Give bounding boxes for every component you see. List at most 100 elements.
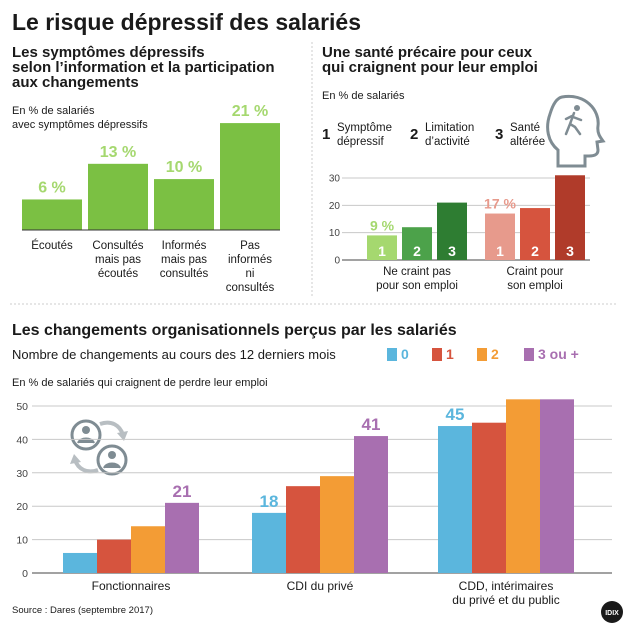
chart3-bar [63,552,97,573]
chart1-title-line: aux changements [12,74,139,91]
chart3-bar [438,426,472,573]
chart3-ytick-label: 50 [16,401,28,413]
chart3-bar [165,502,199,573]
chart2-group-label: son emploi [507,280,563,292]
chart3-ytick-label: 10 [16,535,28,547]
chart2-ytick-label: 0 [334,256,340,267]
chart1-category-label: Écoutés [31,239,73,252]
chart3-legend-label: 3 ou + [538,346,579,362]
chart3-bar [97,539,131,573]
chart3-data-label: 45 [446,405,465,424]
chart1-data-label: 13 % [100,144,136,161]
chart2-bar-number: 1 [496,243,504,259]
chart1-ylabel-line: En % de salariés [12,105,95,117]
chart2-group-label: Ne craint pas [383,266,451,278]
chart3-legend-label: 0 [401,346,409,362]
chart3-bar [540,399,574,573]
chart2-legend-text: altérée [510,136,545,148]
chart1-bar [88,163,148,230]
chart3-legend-swatch [524,348,534,361]
chart3-title: Les changements organisationnels perçus … [12,322,457,339]
chart2-bar [402,227,432,260]
publisher-logo: IDIX [601,601,623,623]
chart2-data-label: 17 % [484,196,516,212]
chart2-legend-number: 3 [495,126,503,143]
chart1-bar [22,199,82,230]
source-text: Source : Dares (septembre 2017) [12,605,153,616]
chart3-category-label: CDI du privé [287,579,354,593]
chart3-legend-swatch [432,348,442,361]
chart3-legend-label: 1 [446,346,454,362]
chart2-group-label: pour son emploi [376,280,458,292]
chart2-bar [437,202,467,260]
chart2-bar-number: 2 [413,243,421,259]
chart1-data-label: 21 % [232,103,268,120]
chart1-bar [220,123,280,230]
chart3-data-label: 21 [173,482,192,501]
chart3-subtitle: Nombre de changements au cours des 12 de… [12,347,336,362]
chart2-ytick-label: 10 [329,228,341,239]
people-exchange-icon [70,419,128,476]
chart-organisational-changes: Les changements organisationnels perçus … [12,322,612,607]
chart2-bar [555,175,585,260]
chart2-bar-number: 3 [566,243,574,259]
chart3-bar [320,476,354,573]
chart2-ytick-label: 30 [329,174,341,185]
chart3-ylabel: En % de salariés qui craignent de perdre… [12,377,268,389]
chart2-bar-number: 1 [378,243,386,259]
chart2-group-label: Craint pour [507,266,564,278]
chart3-legend-label: 2 [491,346,499,362]
chart3-category-label: Fonctionnaires [92,579,171,593]
chart2-bar [520,208,550,260]
chart3-ytick-label: 0 [22,568,28,580]
chart1-category-label: consultés [160,268,209,280]
chart2-legend-text: d’activité [425,136,470,148]
chart1-category-label: Pas [240,240,260,252]
chart2-legend-number: 1 [322,126,330,143]
chart2-title-line: qui craignent pour leur emploi [322,59,538,76]
chart2-legend-number: 2 [410,126,418,143]
chart3-bar [131,526,165,573]
chart3-bar [472,422,506,573]
chart2-legend-text: Symptôme [337,122,392,134]
chart1-category-label: Informés [162,240,207,252]
chart1-category-label: ni [246,268,255,280]
chart3-ytick-label: 30 [16,468,28,480]
chart3-data-label: 18 [260,492,279,511]
chart3-legend-swatch [387,348,397,361]
publisher-logo-text: IDIX [605,610,619,617]
head-running-icon [546,94,606,168]
chart2-bar-number: 2 [531,243,539,259]
chart1-data-label: 10 % [166,159,202,176]
chart3-ytick-label: 20 [16,501,28,513]
chart2-ytick-label: 20 [329,201,341,212]
chart3-category-label: du privé et du public [452,593,559,607]
chart1-ylabel-line: avec symptômes dépressifs [12,119,148,131]
chart1-title-line: selon l’information et la participation [12,59,275,76]
chart3-bar [354,436,388,573]
chart3-ytick-label: 40 [16,434,28,446]
chart2-legend-text: Santé [510,122,540,134]
chart2-bar [485,213,515,260]
chart2-legend-text: dépressif [337,136,384,148]
chart3-bar [252,512,286,573]
chart3-bar [286,486,320,573]
chart1-category-label: informés [228,254,272,266]
chart1-title-line: Les symptômes dépressifs [12,44,205,61]
chart3-data-label: 41 [362,415,381,434]
chart3-bar [506,399,540,573]
chart1-category-label: consultés [226,282,275,294]
chart2-bar-number: 3 [448,243,456,259]
chart1-category-label: écoutés [98,268,139,280]
chart2-data-label: 9 % [370,217,395,233]
chart1-category-label: Consultés [92,240,143,252]
chart3-category-label: CDD, intérimaires [459,579,554,593]
chart2-ylabel: En % de salariés [322,90,405,102]
chart2-title-line: Une santé précaire pour ceux [322,44,533,61]
main-title: Le risque dépressif des salariés [12,9,361,35]
chart2-legend-text: Limitation [425,122,474,134]
chart1-bar [154,179,214,230]
chart2-bar [367,235,397,260]
chart3-legend-swatch [477,348,487,361]
